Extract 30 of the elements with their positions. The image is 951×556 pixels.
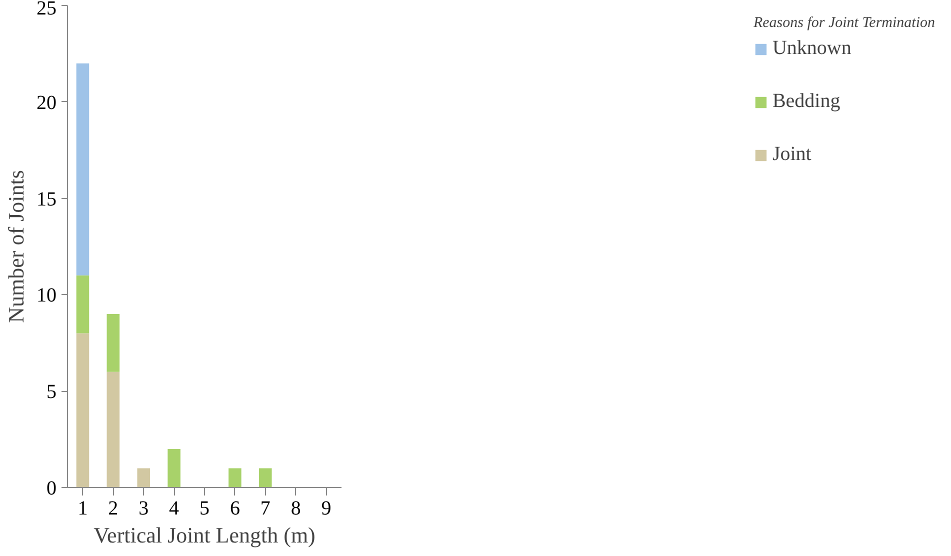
y-tick-label: 20 [36,92,56,114]
x-tick-label: 4 [169,498,180,520]
legend-title: Reasons for Joint Termination [753,15,935,32]
x-tick-label: 5 [200,498,210,520]
bar [106,372,120,488]
legend-label: Joint [772,143,812,166]
x-axis-title: Vertical Joint Length (m) [94,522,316,548]
bar [137,468,150,488]
x-tick-label: 6 [230,498,240,520]
bar [106,314,120,372]
bar [168,448,180,488]
y-tick-label: 10 [36,284,56,307]
x-tick-label: 7 [260,498,270,520]
bar [76,63,90,276]
bar [228,468,242,488]
legend-label: Unknown [772,37,852,60]
x-tick-label: 9 [321,498,332,520]
y-tick-label: 0 [46,478,56,500]
legend-label: Bedding [772,90,840,113]
bar [76,333,90,488]
y-tick-label: 25 [36,0,56,20]
y-tick-label: 15 [36,188,56,210]
x-tick-label: 2 [108,498,118,520]
x-tick-label: 8 [290,498,301,520]
y-tick-label: 5 [46,381,56,404]
x-tick-label: 3 [138,498,149,520]
bar [76,275,90,334]
x-tick-label: 1 [78,498,88,520]
bar [258,468,272,488]
y-axis-title: Number of Joints [4,170,28,323]
